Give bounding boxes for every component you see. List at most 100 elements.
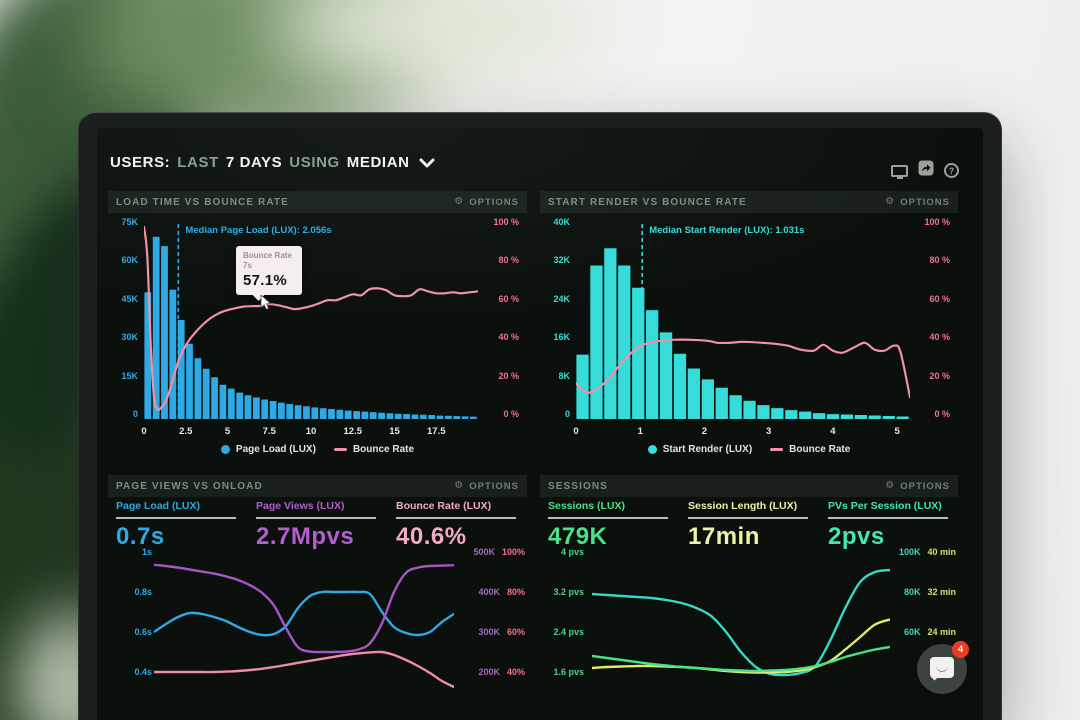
y-axis-tick-label: 60 %: [929, 293, 950, 304]
y-axis-tick-label: 200K: [478, 667, 500, 677]
histogram-bar: [687, 368, 700, 419]
dashboard-title-dropdown[interactable]: USERS: LAST 7 DAYS USING MEDIAN: [110, 154, 435, 171]
options-button[interactable]: ⚙ OPTIONS: [454, 197, 519, 208]
sessions-trend-chart[interactable]: [592, 548, 890, 720]
start-render-histogram-chart[interactable]: Median Start Render (LUX): 1.031s: [576, 217, 910, 423]
histogram-bar: [344, 410, 352, 419]
y-axis-tick-label: 45K: [121, 293, 138, 304]
panel-title: LOAD TIME VS BOUNCE RATE: [116, 196, 289, 208]
y-axis-tick-label: 32 min: [927, 587, 956, 597]
chat-widget-button[interactable]: 4: [917, 641, 969, 694]
metric-bounce-rate: Bounce Rate (LUX) 40.6%: [396, 500, 516, 551]
histogram-bar: [715, 387, 728, 419]
metric-value: 17min: [688, 523, 760, 550]
histogram-bar: [428, 415, 436, 419]
y-axis-tick-label: 0: [564, 408, 570, 419]
x-axis-tick-label: 2: [701, 426, 708, 437]
series-dot-icon: [220, 445, 230, 454]
panel-start-render-vs-bounce-rate: START RENDER VS BOUNCE RATE ⚙ OPTIONS 40…: [540, 191, 958, 465]
histogram-bar: [461, 416, 469, 419]
histogram-bar: [868, 415, 881, 419]
chart-legend: Page Load (LUX) Bounce Rate: [108, 444, 527, 455]
gear-icon: ⚙: [885, 196, 896, 207]
x-axis-tick-label: 5: [224, 426, 231, 437]
histogram-bar: [646, 310, 659, 419]
histogram-bar: [854, 415, 867, 419]
y-axis-tick-label: 40 %: [929, 332, 950, 343]
histogram-bar: [604, 248, 617, 419]
load-time-histogram-chart[interactable]: Median Page Load (LUX): 2.056s: [144, 217, 478, 423]
y-axis-tick-label: 80 %: [929, 255, 950, 266]
histogram-bar: [813, 413, 826, 419]
series-dot-icon: [647, 445, 657, 454]
panel-load-time-vs-bounce-rate: LOAD TIME VS BOUNCE RATE ⚙ OPTIONS 75K 60…: [108, 191, 527, 465]
tooltip-title: Bounce Rate: [243, 251, 292, 260]
y-axis-tick-label: 0: [132, 408, 138, 419]
metric-label: Page Views (LUX): [256, 500, 345, 512]
x-axis: 0 1 2 3 4 5: [540, 426, 958, 438]
y-axis-tick-label: 300K: [478, 627, 500, 637]
options-button[interactable]: ⚙ OPTIONS: [885, 197, 950, 208]
histogram-bar: [253, 397, 260, 419]
mouse-cursor-icon: [260, 294, 274, 316]
y-axis-tick-row: 400K 80%: [478, 587, 525, 597]
y-axis-left: 4 pvs 3.2 pvs 2.4 pvs 1.6 pvs: [540, 547, 586, 720]
gear-icon: ⚙: [454, 196, 465, 207]
title-users: USERS:: [110, 154, 171, 171]
display-icon[interactable]: [891, 164, 908, 179]
x-axis-tick-label: 0: [573, 426, 579, 437]
histogram-bar: [244, 395, 252, 419]
series-dash-icon: [770, 448, 784, 451]
histogram-bar: [659, 332, 673, 419]
legend-item-bounce-rate[interactable]: Bounce Rate: [333, 444, 414, 455]
metric-value: 40.6%: [396, 523, 467, 550]
y-axis-tick-label: 20 %: [498, 370, 519, 381]
help-icon[interactable]: ?: [944, 163, 959, 178]
metric-label: Session Length (LUX): [688, 500, 798, 512]
y-axis-tick-label: 2.4 pvs: [553, 627, 584, 637]
histogram-bar: [161, 246, 168, 419]
y-axis-tick-label: 4 pvs: [560, 547, 584, 557]
x-axis-tick-label: 17.5: [427, 426, 446, 437]
metric-sessions: Sessions (LUX) 479K: [548, 500, 668, 551]
x-axis-tick-label: 1: [637, 426, 643, 437]
y-axis-tick-row: 60K 24 min: [904, 627, 956, 637]
x-axis-tick-label: 7.5: [262, 426, 276, 437]
y-axis-tick-label: 500K: [473, 547, 495, 557]
share-icon[interactable]: [918, 160, 934, 181]
histogram-bar: [261, 399, 269, 419]
y-axis-tick-label: 20 %: [929, 370, 950, 381]
histogram-bar: [369, 412, 377, 419]
y-axis-tick-label: 100%: [501, 547, 525, 557]
y-axis-tick-label: 3.2 pvs: [553, 587, 584, 597]
histogram-bar: [378, 412, 385, 419]
x-axis-tick-label: 4: [830, 426, 836, 437]
series-line-sessions: [592, 568, 890, 677]
options-button[interactable]: ⚙ OPTIONS: [454, 481, 519, 492]
options-button[interactable]: ⚙ OPTIONS: [885, 481, 950, 492]
metric-page-views: Page Views (LUX) 2.7Mpvs: [256, 500, 376, 551]
histogram-bar: [436, 415, 444, 419]
options-label: OPTIONS: [900, 480, 950, 492]
y-axis-tick-label: 40K: [553, 217, 570, 227]
title-median: MEDIAN: [346, 154, 410, 171]
bounce-rate-line: [144, 225, 478, 412]
gear-icon: ⚙: [885, 480, 896, 491]
onload-trend-chart[interactable]: [154, 548, 454, 720]
legend-item-bounce-rate[interactable]: Bounce Rate: [770, 444, 850, 455]
legend-item-page-load[interactable]: Page Load (LUX): [220, 444, 316, 455]
histogram-bar: [673, 353, 687, 419]
y-axis-tick-label: 24K: [553, 293, 570, 304]
series-line-page_load: [154, 590, 454, 637]
legend-item-start-render[interactable]: Start Render (LUX): [647, 444, 752, 455]
histogram-bar: [470, 416, 477, 419]
metric-value: 0.7s: [116, 523, 165, 550]
histogram-bar: [419, 414, 427, 419]
histogram-bar: [328, 409, 335, 419]
y-axis-tick-label: 0 %: [934, 408, 950, 419]
panel-page-views-vs-onload: PAGE VIEWS VS ONLOAD ⚙ OPTIONS Page Load…: [108, 475, 527, 720]
y-axis-left: 75K 60K 45K 30K 15K 0: [108, 217, 138, 419]
title-last: LAST: [177, 154, 219, 171]
